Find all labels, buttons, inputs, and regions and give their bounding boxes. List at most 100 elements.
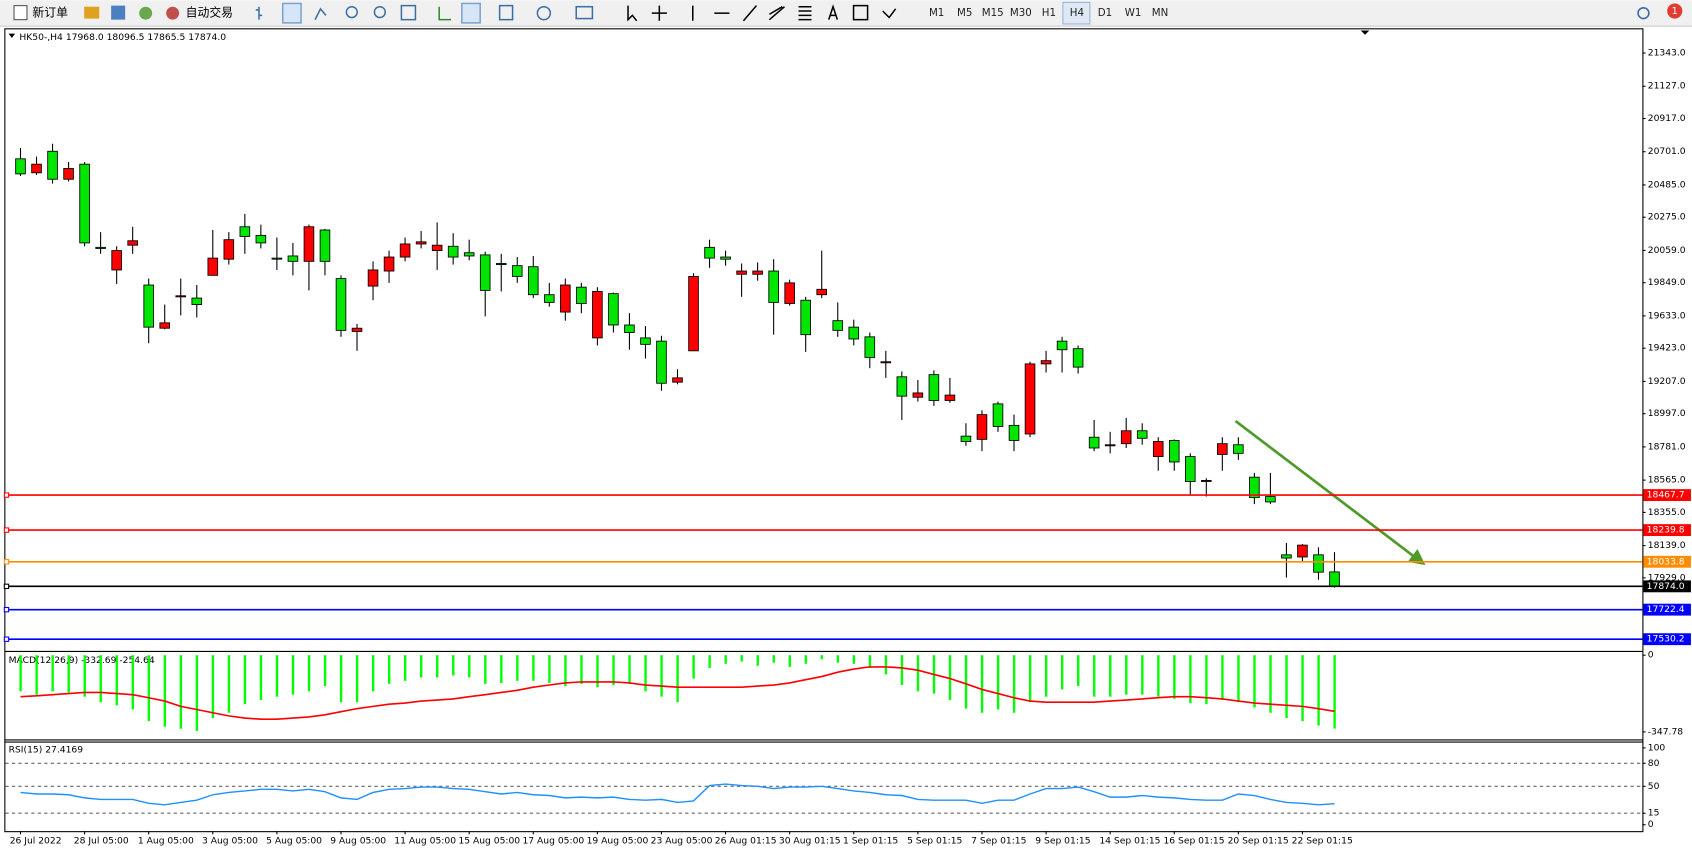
icon[interactable] xyxy=(852,4,869,21)
candle-body xyxy=(319,229,331,262)
macd-bar xyxy=(868,655,872,668)
icon[interactable] xyxy=(345,5,358,19)
candle-body xyxy=(1329,571,1340,587)
candle-body xyxy=(800,299,811,336)
candle-body xyxy=(431,244,443,252)
candle-body xyxy=(127,240,138,246)
timeframe-button[interactable]: M15 xyxy=(982,7,1004,19)
icon[interactable] xyxy=(882,8,897,19)
x-tick-label: 7 Sep 01:15 xyxy=(971,835,1026,846)
icon[interactable] xyxy=(438,6,452,21)
candle-body xyxy=(864,336,876,358)
icon xyxy=(13,5,28,21)
y-tick-label: 100 xyxy=(1648,742,1666,753)
icon[interactable] xyxy=(742,5,758,22)
y-tick-label: 19633.0 xyxy=(1648,310,1686,321)
timeframe-button[interactable]: H1 xyxy=(1042,7,1056,19)
macd-bar xyxy=(243,655,247,705)
icon[interactable] xyxy=(627,5,638,22)
search-icon[interactable] xyxy=(1637,6,1650,20)
rsi-title: RSI(15) 27.4169 xyxy=(9,745,84,756)
timeframe-button[interactable]: W1 xyxy=(1125,7,1142,19)
icon[interactable] xyxy=(255,6,263,20)
candle-body xyxy=(495,263,507,266)
level-label: 17874.0 xyxy=(1647,581,1685,592)
timeframe-button[interactable]: H4 xyxy=(1070,7,1084,19)
macd-bar xyxy=(580,655,583,684)
macd-bar xyxy=(291,655,295,695)
icon[interactable] xyxy=(536,5,552,21)
auto-trading-button[interactable]: 自动交易 xyxy=(166,6,233,20)
x-tick-label: 19 Aug 05:00 xyxy=(587,835,649,846)
macd-bar xyxy=(1253,655,1256,708)
macd-title: MACD(12,26,9) -332.69 -254.64 xyxy=(9,655,155,666)
macd-bar xyxy=(500,655,503,683)
candle-body xyxy=(912,392,924,398)
macd-bar xyxy=(468,655,471,678)
macd-bar xyxy=(916,655,920,692)
macd-bar xyxy=(708,655,711,668)
x-tick-label: 1 Sep 01:15 xyxy=(843,835,898,846)
icon[interactable] xyxy=(768,6,785,21)
icon[interactable] xyxy=(828,4,839,20)
macd-bar xyxy=(740,655,743,662)
icon[interactable] xyxy=(139,6,153,20)
macd-bar xyxy=(115,655,118,706)
candle-body xyxy=(928,374,940,401)
icon[interactable] xyxy=(461,2,481,24)
candle-body xyxy=(1233,444,1244,454)
candle-body xyxy=(880,361,892,364)
y-tick-label: 18781.0 xyxy=(1648,441,1686,452)
macd-bar xyxy=(564,655,567,687)
macd-bar xyxy=(484,655,487,684)
low-value: 17865.5 xyxy=(147,31,185,42)
timeframe-button[interactable]: MN xyxy=(1152,7,1169,19)
y-tick-label: 18355.0 xyxy=(1648,507,1686,518)
notifications[interactable]: 1 xyxy=(1667,3,1683,19)
y-tick-label: 18139.0 xyxy=(1648,540,1686,551)
candle-body xyxy=(287,255,299,262)
notification-count: 1 xyxy=(1672,6,1678,17)
icon[interactable] xyxy=(651,5,667,21)
candle-body xyxy=(207,257,219,276)
icon[interactable] xyxy=(373,5,386,19)
icon[interactable] xyxy=(498,4,514,21)
timeframe-button[interactable]: D1 xyxy=(1098,7,1112,19)
timeframe-button[interactable]: M1 xyxy=(929,7,944,19)
x-tick-label: 20 Sep 01:15 xyxy=(1228,835,1289,846)
timeframe-bar: M1 M5 M15 M30 H1 H4 D1 W1 MN xyxy=(929,7,1168,19)
candle-body xyxy=(79,163,90,244)
new-order-button[interactable]: 新订单 xyxy=(13,5,68,21)
x-tick-label: 15 Aug 05:00 xyxy=(458,835,520,846)
candle-body xyxy=(335,278,347,331)
macd-bar xyxy=(404,655,407,681)
macd-bar xyxy=(1077,655,1080,687)
icon[interactable] xyxy=(400,4,417,21)
icon[interactable] xyxy=(575,5,594,20)
level-label: 17530.2 xyxy=(1647,634,1685,645)
level-handle xyxy=(3,606,10,613)
macd-bar xyxy=(387,655,391,684)
icon[interactable] xyxy=(281,2,302,24)
candle-body xyxy=(1072,348,1084,368)
candle-body xyxy=(1136,430,1148,439)
candle-body xyxy=(1152,441,1164,458)
y-tick-label: 0 xyxy=(1648,650,1654,661)
icon[interactable] xyxy=(798,5,812,21)
macd-bar xyxy=(211,655,215,719)
icon[interactable] xyxy=(111,5,126,20)
macd-bar xyxy=(163,655,167,727)
icon[interactable] xyxy=(314,7,327,20)
timeframe-button[interactable]: M30 xyxy=(1010,7,1032,19)
candle-body xyxy=(383,256,395,272)
macd-bar xyxy=(1189,655,1192,704)
icon[interactable] xyxy=(84,6,100,19)
x-tick-label: 1 Aug 05:00 xyxy=(138,835,194,846)
candle-body xyxy=(640,337,651,345)
y-tick-label: 20275.0 xyxy=(1648,212,1686,223)
chart-shift-marker xyxy=(1360,30,1370,35)
candle-body xyxy=(1297,544,1308,558)
timeframe-button[interactable]: M5 xyxy=(957,7,972,19)
